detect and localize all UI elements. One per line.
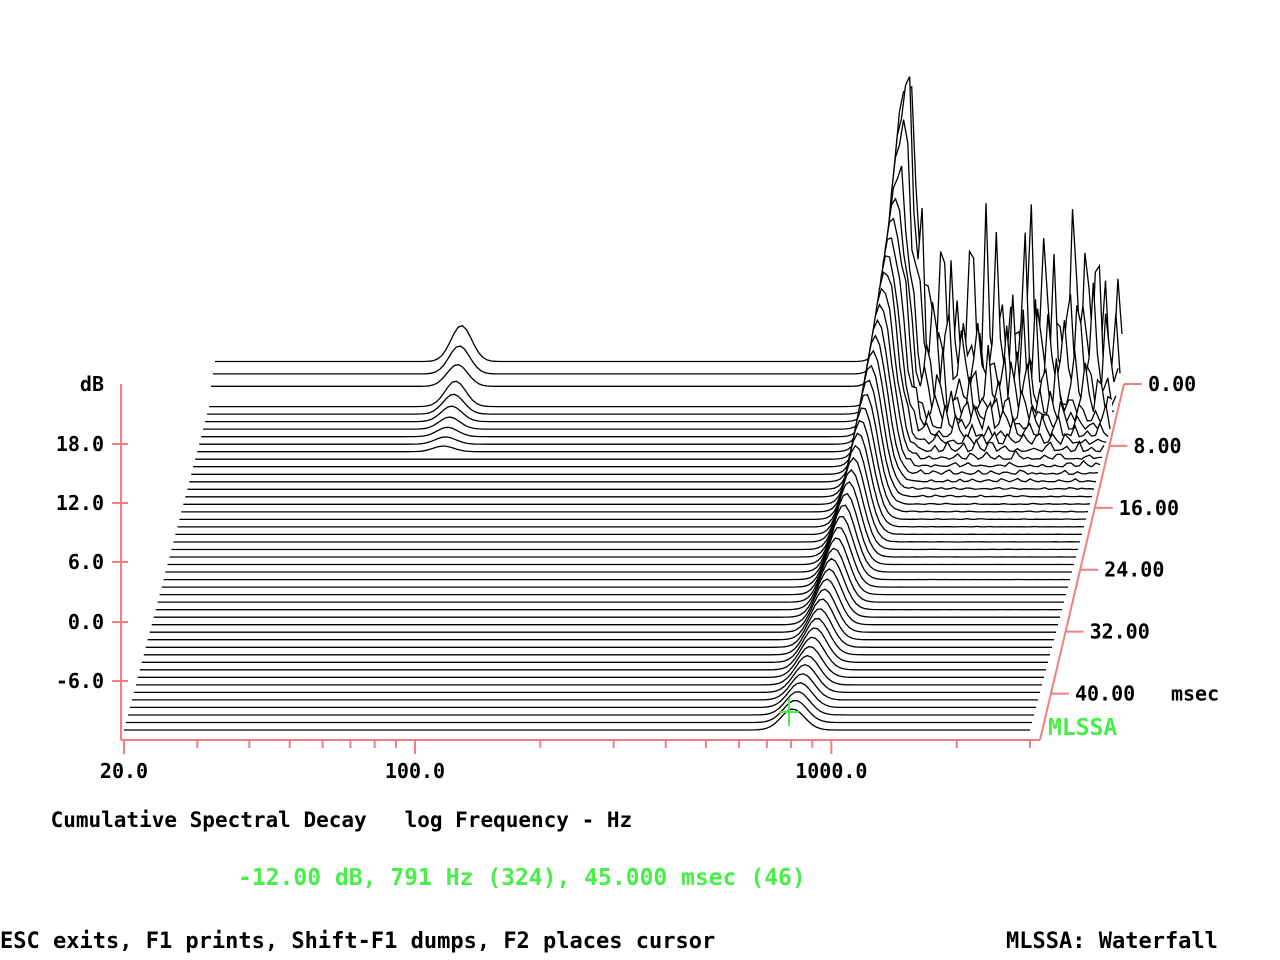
slice-trace: [143, 618, 1050, 656]
x-axis-title: log Frequency - Hz: [404, 808, 633, 832]
slice-trace: [128, 691, 1034, 716]
chart-title-line: Cumulative Spectral Decay log Frequency …: [0, 784, 633, 856]
slice-trace: [201, 255, 1109, 439]
time-tick-label: 24.00: [1104, 558, 1164, 582]
slice-trace: [209, 165, 1117, 408]
time-tick-label: 32.00: [1090, 620, 1150, 644]
slice-trace: [131, 673, 1038, 701]
db-tick-label: 0.0: [68, 610, 104, 634]
slice-trace: [187, 364, 1095, 490]
mode-indicator: MLSSA: Waterfall: [1006, 929, 1218, 954]
slice-trace: [145, 608, 1052, 648]
slice-trace: [173, 456, 1080, 543]
slice-trace: [205, 217, 1113, 424]
slice-mask: [145, 609, 1053, 650]
cursor-readout: -12.00 dB, 791 Hz (324), 45.000 msec (46…: [238, 865, 806, 891]
slice-mask: [147, 599, 1054, 642]
slice-trace: [155, 557, 1062, 611]
slice-mask: [124, 709, 1030, 732]
slice-trace: [163, 516, 1070, 581]
chart-title: Cumulative Spectral Decay: [50, 808, 367, 832]
time-tick-label: 40.00: [1075, 682, 1135, 706]
plot-axes: [112, 383, 1142, 754]
slice-trace: [169, 480, 1077, 558]
slice-trace: [195, 303, 1103, 460]
time-axis-line: [1039, 383, 1125, 741]
slice-trace: [153, 568, 1060, 618]
slice-trace: [181, 407, 1089, 513]
frequency-tick-label: 20.0: [100, 759, 148, 783]
slice-trace: [199, 271, 1107, 446]
slice-trace: [159, 537, 1066, 596]
slice-mask: [126, 700, 1032, 725]
slice-trace: [185, 379, 1093, 498]
waterfall-traces: [124, 76, 1123, 732]
slice-trace: [215, 85, 1123, 363]
slice-trace: [197, 287, 1105, 453]
slice-trace: [141, 627, 1048, 663]
slice-trace: [211, 119, 1119, 387]
slice-trace: [165, 504, 1072, 573]
slice-trace: [167, 492, 1074, 566]
slice-trace: [203, 237, 1111, 432]
slice-trace: [126, 699, 1032, 724]
slice-trace: [137, 645, 1044, 678]
slice-trace: [124, 708, 1030, 731]
axis-labels: 18.0 12.0 6.0 0.0 -6.0 dB 20.0 100.0 1000.0 0.00 8…: [56, 372, 1219, 783]
slice-trace: [161, 526, 1068, 588]
slice-mask: [173, 457, 1080, 544]
slice-trace: [191, 334, 1099, 476]
slice-trace: [213, 76, 1121, 375]
slice-trace: [147, 598, 1054, 641]
time-tick-label: 0.00: [1148, 372, 1196, 396]
db-tick-label: 12.0: [56, 491, 104, 515]
time-axis-unit: msec: [1171, 682, 1219, 706]
brand-label: MLSSA: [1048, 715, 1117, 741]
slice-trace: [149, 588, 1056, 633]
frequency-tick-label: 100.0: [385, 759, 445, 783]
slice-mask: [128, 691, 1034, 717]
db-tick-label: 18.0: [56, 432, 104, 456]
slice-mask: [215, 86, 1122, 387]
slice-trace: [157, 547, 1064, 603]
slice-trace: [171, 469, 1079, 551]
slice-trace: [189, 349, 1097, 483]
time-tick-label: 16.00: [1119, 496, 1179, 520]
slice-trace: [133, 664, 1040, 694]
slice-trace: [175, 444, 1083, 536]
db-tick-label: -6.0: [56, 669, 104, 693]
frequency-tick-label: 1000.0: [795, 759, 867, 783]
db-axis-title: dB: [80, 372, 104, 396]
db-tick-label: 6.0: [68, 550, 104, 574]
slice-trace: [183, 393, 1091, 505]
slice-trace: [139, 636, 1046, 671]
slice-trace: [177, 432, 1085, 528]
slice-trace: [193, 318, 1101, 468]
slice-mask: [165, 505, 1072, 574]
time-tick-label: 8.00: [1133, 434, 1181, 458]
slice-trace: [179, 419, 1086, 521]
slice-trace: [129, 682, 1036, 709]
slice-trace: [135, 654, 1042, 686]
key-help: ESC exits, F1 prints, Shift-F1 dumps, F2…: [0, 929, 716, 954]
slice-trace: [151, 578, 1058, 626]
